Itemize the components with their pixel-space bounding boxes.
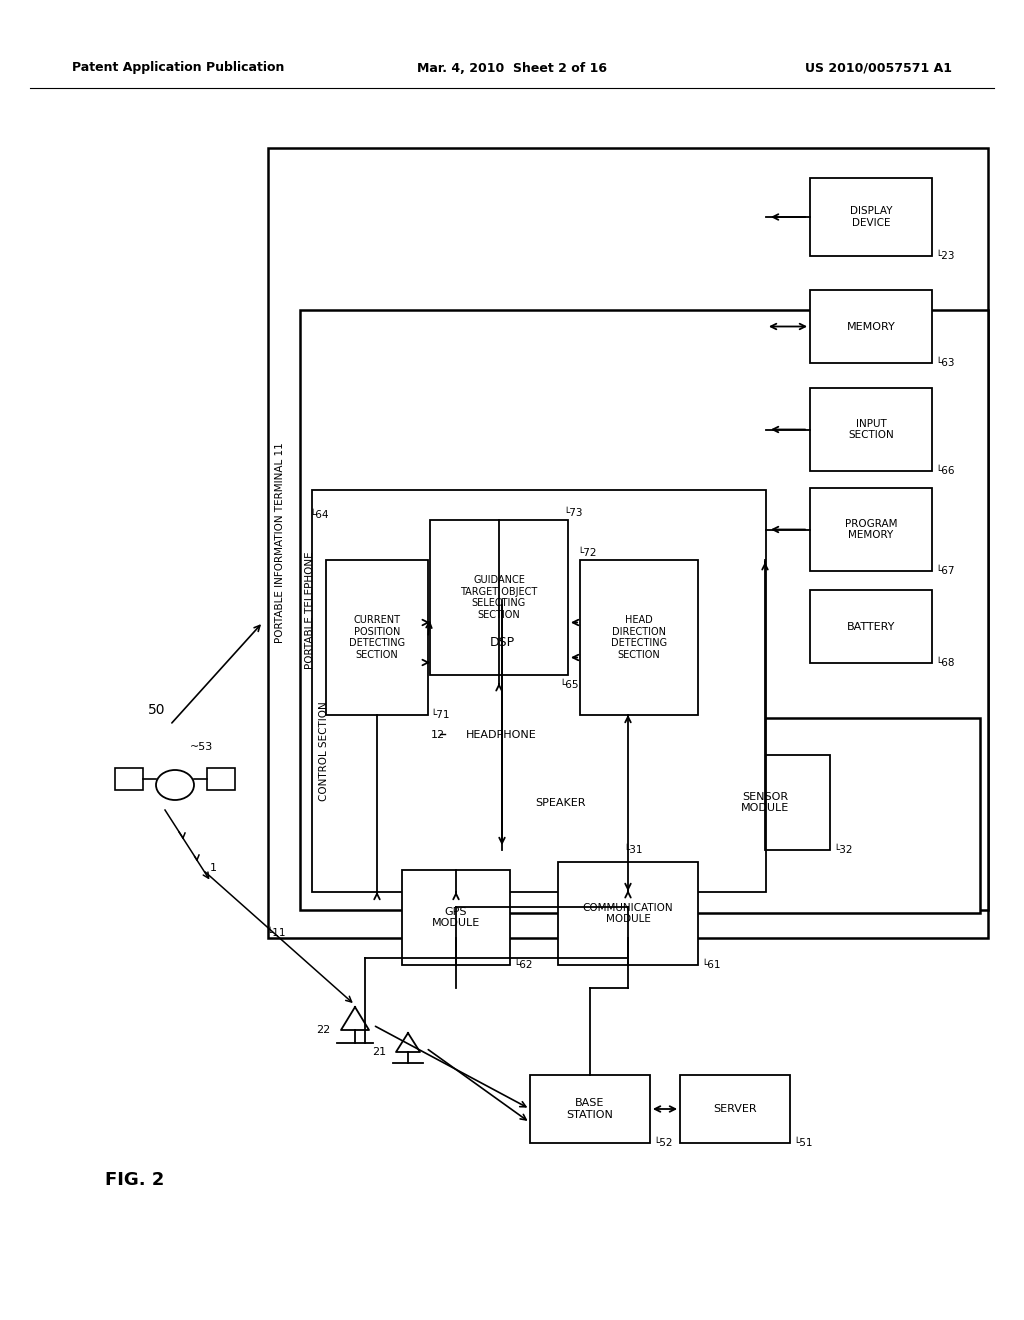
Text: └23: └23 (935, 251, 954, 261)
Bar (449, 718, 980, 913)
Text: FIG. 2: FIG. 2 (105, 1171, 165, 1189)
Text: HEAD
DIRECTION
DETECTING
SECTION: HEAD DIRECTION DETECTING SECTION (611, 615, 667, 660)
Bar (430, 520, 568, 675)
Text: BATTERY: BATTERY (847, 622, 895, 631)
Text: └68: └68 (935, 657, 954, 668)
Text: MEMORY: MEMORY (847, 322, 895, 331)
Text: GPS
MODULE: GPS MODULE (432, 907, 480, 928)
Text: └65: └65 (559, 680, 579, 690)
Bar (312, 490, 766, 892)
Text: └11: └11 (266, 928, 286, 939)
Text: PORTABLE INFORMATION TERMINAL 11: PORTABLE INFORMATION TERMINAL 11 (275, 442, 285, 643)
Text: SENSOR
MODULE: SENSOR MODULE (741, 792, 790, 813)
Text: BASE
STATION: BASE STATION (566, 1098, 613, 1119)
Text: 22: 22 (315, 1026, 330, 1035)
Text: └51: └51 (793, 1138, 812, 1148)
Text: └32: └32 (833, 845, 853, 855)
Bar (810, 590, 932, 663)
Text: └66: └66 (935, 466, 954, 477)
Ellipse shape (156, 770, 194, 800)
Text: COMMUNICATION
MODULE: COMMUNICATION MODULE (583, 903, 674, 924)
Text: GUIDANCE
TARGET OBJECT
SELECTING
SECTION: GUIDANCE TARGET OBJECT SELECTING SECTION (461, 576, 538, 620)
Text: PROGRAM
MEMORY: PROGRAM MEMORY (845, 519, 897, 540)
Text: DSP: DSP (489, 636, 515, 649)
Text: PORTABLE TELEPHONE: PORTABLE TELEPHONE (305, 552, 315, 669)
Text: CURRENT
POSITION
DETECTING
SECTION: CURRENT POSITION DETECTING SECTION (349, 615, 406, 660)
Bar (810, 388, 932, 471)
Text: 12: 12 (431, 730, 445, 741)
Text: INPUT
SECTION: INPUT SECTION (848, 418, 894, 441)
Text: 21: 21 (372, 1047, 386, 1057)
Bar (530, 1074, 650, 1143)
Bar (810, 178, 932, 256)
Text: ~53: ~53 (190, 742, 213, 752)
Text: 1: 1 (210, 863, 216, 873)
Text: └71: └71 (430, 710, 450, 719)
Bar (268, 148, 988, 939)
Bar (810, 290, 932, 363)
Text: └62: └62 (513, 960, 532, 970)
Text: └64: └64 (309, 510, 329, 520)
Bar (402, 870, 510, 965)
Text: └61: └61 (701, 960, 721, 970)
Bar (680, 1074, 790, 1143)
Text: SERVER: SERVER (713, 1104, 757, 1114)
Text: └67: └67 (935, 566, 954, 576)
Bar (326, 560, 428, 715)
Text: └63: └63 (935, 358, 954, 368)
Text: HEADPHONE: HEADPHONE (466, 730, 537, 741)
Bar (700, 755, 830, 850)
Text: DISPLAY
DEVICE: DISPLAY DEVICE (850, 206, 892, 228)
Bar (810, 488, 932, 572)
Text: US 2010/0057571 A1: US 2010/0057571 A1 (805, 62, 952, 74)
Text: └31: └31 (623, 845, 642, 855)
Bar (207, 768, 234, 789)
Bar (502, 755, 620, 850)
Text: Patent Application Publication: Patent Application Publication (72, 62, 285, 74)
Bar (115, 768, 143, 789)
Text: CONTROL SECTION: CONTROL SECTION (319, 701, 329, 801)
Bar (580, 560, 698, 715)
Text: SPEAKER: SPEAKER (536, 797, 587, 808)
Bar (558, 862, 698, 965)
Text: Mar. 4, 2010  Sheet 2 of 16: Mar. 4, 2010 Sheet 2 of 16 (417, 62, 607, 74)
Bar (449, 601, 556, 685)
Bar (300, 310, 988, 909)
Text: └73: └73 (563, 508, 583, 517)
Text: └52: └52 (653, 1138, 673, 1148)
Text: └72: └72 (577, 548, 597, 558)
Text: 50: 50 (147, 704, 165, 717)
